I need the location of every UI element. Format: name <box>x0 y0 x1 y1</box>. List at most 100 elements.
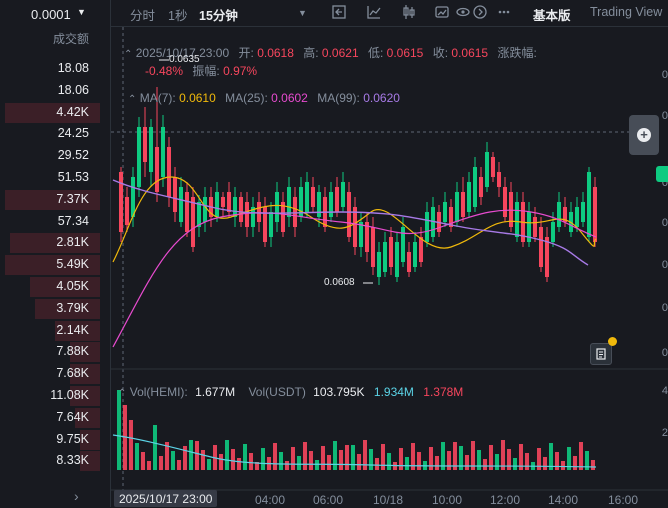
volume-value: 5.49K <box>56 257 89 272</box>
candle-body <box>509 192 513 227</box>
volume-axis-label: 4 <box>661 385 668 397</box>
add-alert-button[interactable]: + <box>629 115 659 155</box>
candle-body <box>485 152 489 187</box>
volume-bar <box>303 442 307 470</box>
volume-bar <box>459 446 463 470</box>
volume-bar <box>441 442 445 470</box>
volume-bar <box>585 451 589 470</box>
chevron-down-icon: ▼ <box>77 7 86 17</box>
volume-row[interactable]: 51.53 <box>0 167 100 189</box>
candle-body <box>269 212 273 237</box>
candle-body <box>353 207 357 247</box>
candle-body <box>155 147 159 192</box>
volume-row[interactable]: 29.52 <box>0 145 100 167</box>
kline-canvas[interactable] <box>111 27 668 507</box>
volume-value: 4.05K <box>56 278 89 293</box>
volume-value: 7.64K <box>56 409 89 424</box>
candle-body <box>137 127 141 187</box>
volume-value: 9.75K <box>56 431 89 446</box>
volume-row[interactable]: 3.79K <box>0 298 100 320</box>
indicator-icon[interactable] <box>331 4 347 20</box>
volume-value: 3.79K <box>56 300 89 315</box>
high-price-marker: 0.0635 <box>169 54 200 65</box>
candle-body <box>377 252 381 277</box>
collapse-toggle-icon[interactable]: ⌃ <box>124 49 133 60</box>
more-arrow-icon[interactable] <box>472 4 488 20</box>
volume-row[interactable]: 5.49K <box>0 254 100 276</box>
volume-row[interactable]: 7.37K <box>0 189 100 211</box>
volume-row[interactable]: 24.25 <box>0 123 100 145</box>
volume-row[interactable]: 18.06 <box>0 80 100 102</box>
legend-low: 0.0615 <box>386 46 424 60</box>
legend-date: 2025/10/17 23:00 <box>135 46 230 60</box>
price-precision-select[interactable]: 0.0001 ▼ <box>0 0 100 28</box>
volume-row[interactable]: 11.08K <box>0 385 100 407</box>
volume-bar <box>219 454 223 470</box>
volume-bar <box>141 452 145 470</box>
chevron-right-icon[interactable]: › <box>74 488 79 504</box>
candlestick-icon[interactable] <box>401 4 417 20</box>
depth-bar <box>55 320 100 341</box>
volume-row[interactable]: 7.88K <box>0 341 100 363</box>
candle-body <box>419 237 423 262</box>
volume-row[interactable]: 9.75K <box>0 429 100 451</box>
price-axis-label: 0 <box>661 177 668 189</box>
time-label: 12:00 <box>490 493 521 507</box>
price-axis-label: 0 <box>661 347 668 359</box>
legend-vol-usdt: 103.795K <box>313 385 365 399</box>
volume-bar <box>471 441 475 470</box>
view-tradingview-tab[interactable]: Trading View <box>590 5 663 19</box>
volume-value: 8.33K <box>56 453 89 468</box>
volume-row[interactable]: 18.08 <box>0 58 100 80</box>
volume-bar <box>279 452 283 470</box>
volume-row[interactable]: 57.34 <box>0 211 100 233</box>
candle-body <box>125 197 129 225</box>
settings-icon[interactable] <box>434 4 450 20</box>
candle-body <box>275 192 279 222</box>
candle-body <box>257 202 261 222</box>
plus-icon: + <box>637 128 651 142</box>
volume-bar <box>117 390 121 470</box>
view-basic-tab[interactable]: 基本版 <box>533 9 571 23</box>
collapse-vol-icon[interactable]: ⌃ <box>118 388 127 399</box>
volume-row[interactable]: 4.05K <box>0 276 100 298</box>
kline-chart[interactable]: ⌃ 2025/10/17 23:00 开: 0.0618 高: 0.0621 低… <box>111 27 668 507</box>
candle-body <box>575 207 579 227</box>
candle-body <box>545 237 549 277</box>
volume-bar <box>363 440 367 470</box>
volume-bar <box>543 457 547 470</box>
price-axis-label: 0 <box>661 69 668 81</box>
interval-more-chevron-icon[interactable]: ▼ <box>298 8 307 18</box>
volume-bar <box>249 453 253 470</box>
eye-icon[interactable] <box>455 4 471 20</box>
volume-row[interactable]: 2.81K <box>0 232 100 254</box>
volume-row[interactable]: 7.68K <box>0 363 100 385</box>
interval-timeline[interactable]: 分时 <box>130 9 156 23</box>
volume-bar <box>339 450 343 470</box>
volume-row[interactable]: 8.33K <box>0 450 100 472</box>
time-label: 16:00 <box>608 493 639 507</box>
volume-row[interactable]: 4.42K <box>0 102 100 124</box>
volume-row[interactable]: 2.14K <box>0 320 100 342</box>
notes-button[interactable] <box>590 343 612 365</box>
volume-row[interactable]: 7.64K <box>0 407 100 429</box>
collapse-ma-icon[interactable]: ⌃ <box>128 94 137 105</box>
volume-bar <box>561 461 565 470</box>
candle-body <box>341 182 345 207</box>
volume-bar <box>357 454 361 470</box>
price-precision-value: 0.0001 <box>31 7 71 22</box>
volume-value: 51.53 <box>57 169 89 184</box>
depth-bar <box>70 385 100 406</box>
volume-value: 24.25 <box>57 126 89 141</box>
candle-body <box>143 127 147 162</box>
interval-1s[interactable]: 1秒 <box>168 9 188 23</box>
candle-body <box>491 157 495 177</box>
line-chart-icon[interactable] <box>366 4 382 20</box>
grid-dots-icon[interactable] <box>496 4 512 20</box>
depth-bar <box>30 276 100 297</box>
volume-bar <box>147 461 151 470</box>
legend-ma7: 0.0610 <box>179 91 216 105</box>
volume-value: 18.08 <box>57 61 89 75</box>
candle-body <box>317 192 321 217</box>
interval-15m[interactable]: 15分钟 <box>199 9 238 23</box>
